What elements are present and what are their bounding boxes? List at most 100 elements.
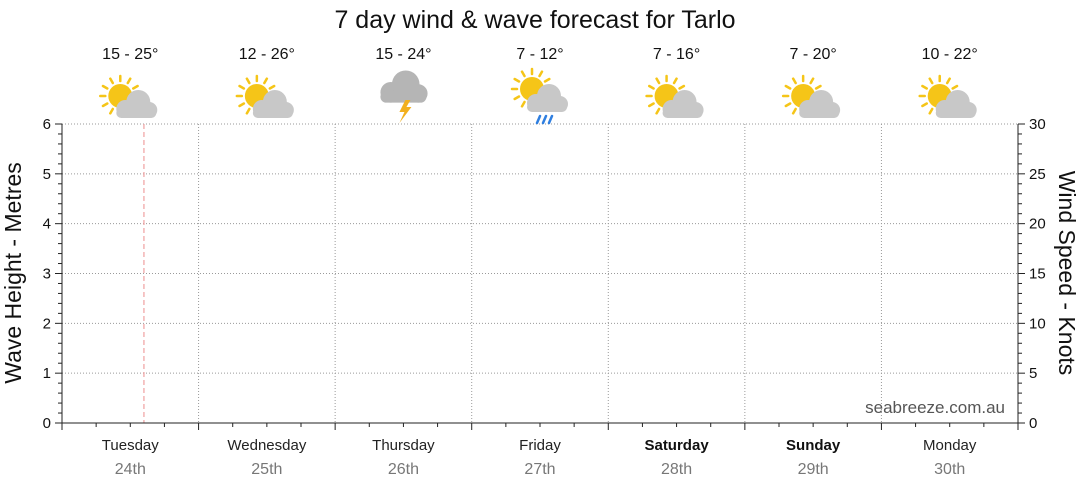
right-tick-label: 15: [1029, 266, 1046, 283]
rain-drop: [535, 114, 542, 125]
left-tick-label: 6: [43, 116, 51, 133]
temp-range: 7 - 16°: [653, 46, 700, 63]
sun-ray: [245, 77, 251, 85]
cloud-base: [799, 108, 840, 118]
cloud-base: [662, 108, 703, 118]
partly-cloudy-icon: [99, 74, 158, 118]
cloud-shape: [252, 90, 294, 118]
sun-ray: [538, 70, 544, 78]
sun-ray: [678, 84, 686, 90]
left-tick-label: 4: [43, 216, 51, 233]
sun-ray: [921, 84, 928, 90]
y-axis-right-title: Wind Speed - Knots: [1054, 171, 1080, 376]
cloud-shape: [799, 90, 841, 118]
sun-ray: [945, 77, 951, 85]
date-label: 28th: [661, 461, 692, 478]
cloud-shape: [935, 90, 977, 118]
sun-ray: [951, 84, 959, 90]
cloud-base: [527, 102, 567, 112]
sun-ray: [238, 102, 246, 108]
sun-ray: [921, 102, 928, 108]
grid: [62, 123, 1018, 423]
rain-drop: [547, 114, 554, 125]
date-label: 30th: [934, 461, 965, 478]
temp-range: 10 - 22°: [922, 46, 978, 63]
cloud-base: [116, 108, 157, 118]
left-tick-label: 2: [43, 315, 51, 332]
temp-range: 7 - 12°: [516, 46, 563, 63]
right-tick-label: 10: [1029, 315, 1046, 332]
temp-range: 7 - 20°: [789, 46, 836, 63]
right-tick-label: 20: [1029, 216, 1046, 233]
date-label: 24th: [115, 461, 146, 478]
temp-range: 12 - 26°: [239, 46, 295, 63]
sun-ray: [513, 77, 521, 83]
cloud-shape: [380, 70, 428, 103]
day-column: 7 - 16° Saturday 28th: [644, 46, 709, 478]
left-tick-label: 3: [43, 266, 51, 283]
day-column: 10 - 22° Monday 30th: [918, 46, 978, 478]
day-label: Wednesday: [227, 437, 306, 454]
date-label: 25th: [251, 461, 282, 478]
left-tick-label: 0: [43, 415, 51, 432]
day-label: Tuesday: [102, 437, 159, 454]
cloud-base: [380, 91, 427, 103]
day-label: Saturday: [644, 437, 709, 454]
chart-title: 7 day wind & wave forecast for Tarlo: [334, 6, 735, 34]
sun-ray: [543, 77, 551, 83]
left-tick-label: 5: [43, 166, 51, 183]
y-axis-left-title: Wave Height - Metres: [0, 162, 26, 384]
sun-ray: [132, 84, 139, 90]
sun-ray: [109, 77, 115, 85]
right-tick-label: 0: [1029, 415, 1037, 432]
axes: 0 1 2 3 4 5 6 0 5 10 15 20 25 30: [43, 116, 1046, 432]
temp-range: 15 - 25°: [102, 46, 158, 63]
watermark: seabreeze.com.au: [865, 398, 1005, 417]
sun-ray: [520, 100, 526, 108]
date-label: 29th: [798, 461, 829, 478]
partly-cloudy-icon: [235, 74, 294, 118]
sun-ray: [672, 77, 678, 85]
lightning-bolt: [399, 100, 412, 123]
sun-ray: [814, 84, 822, 90]
sun-ray: [126, 77, 132, 85]
day-label: Friday: [519, 437, 561, 454]
date-label: 26th: [388, 461, 419, 478]
thunderstorm-icon: [380, 70, 428, 123]
right-tick-label: 30: [1029, 116, 1046, 133]
temp-range: 15 - 24°: [375, 46, 431, 63]
sun-ray: [101, 84, 109, 90]
cloud-base: [935, 108, 976, 118]
day-columns: 15 - 25° Tuesday 24th 12 - 26° Wednesday 25th…: [99, 46, 978, 478]
sun-ray: [928, 107, 934, 115]
sun-ray: [263, 77, 269, 85]
sun-ray: [655, 107, 661, 115]
sun-ray: [809, 77, 815, 85]
date-label: 27th: [524, 461, 555, 478]
cloud-shape: [662, 90, 704, 118]
sun-ray: [268, 84, 276, 90]
day-label: Monday: [923, 437, 977, 454]
partly-cloudy-icon: [645, 74, 704, 118]
sun-ray: [784, 102, 792, 108]
sun-ray: [648, 84, 655, 90]
partly-cloudy-icon: [781, 74, 841, 118]
right-tick-label: 25: [1029, 166, 1046, 183]
day-column: 15 - 24° Thursday 26th: [372, 46, 435, 478]
cloud-shape: [527, 84, 568, 112]
sun-ray: [520, 70, 526, 78]
day-column: 7 - 12° Friday 27th: [510, 46, 568, 478]
day-label: Sunday: [786, 437, 841, 454]
cloud-shape: [116, 90, 158, 118]
sun-showers-icon: [510, 67, 568, 125]
sun-ray: [245, 107, 251, 115]
day-column: 15 - 25° Tuesday 24th: [99, 46, 159, 478]
sun-ray: [791, 107, 797, 115]
sun-ray: [655, 77, 661, 85]
rain-drop: [541, 114, 548, 125]
day-column: 12 - 26° Wednesday 25th: [227, 46, 306, 478]
sun-ray: [238, 84, 246, 90]
cloud-base: [252, 108, 293, 118]
right-tick-label: 5: [1029, 365, 1037, 382]
